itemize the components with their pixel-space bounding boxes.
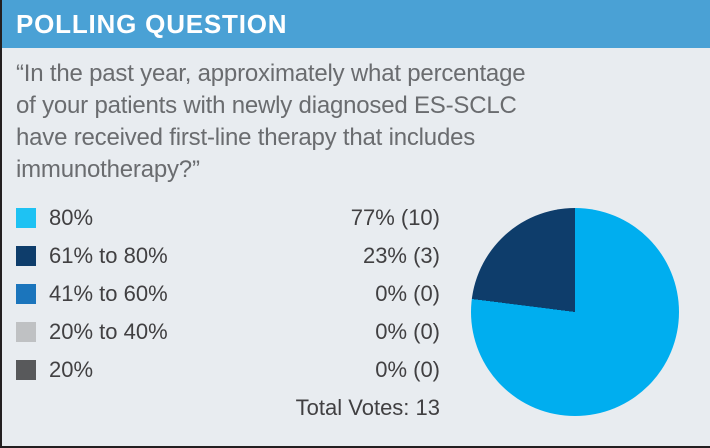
legend-swatch-80 xyxy=(16,208,36,228)
legend-label: 20% to 40% xyxy=(49,319,168,344)
legend-result: 23% (3) xyxy=(362,243,440,268)
legend-row: 61% to 80% 23% (3) xyxy=(16,237,440,275)
header-bar: POLLING QUESTION xyxy=(2,0,710,48)
legend-swatch-20 xyxy=(16,360,36,380)
legend-label: 41% to 60% xyxy=(49,281,168,306)
page-title: POLLING QUESTION xyxy=(16,8,288,39)
legend-row: 41% to 60% 0% (0) xyxy=(16,275,440,313)
pie-chart xyxy=(471,208,679,416)
legend-result: 77% (10) xyxy=(350,205,440,230)
legend-swatch-20-40 xyxy=(16,322,36,342)
total-votes-label: Total Votes: 13 xyxy=(295,395,440,420)
legend-swatch-61-80 xyxy=(16,246,36,266)
legend-result: 0% (0) xyxy=(375,319,440,344)
legend-row: 20% to 40% 0% (0) xyxy=(16,313,440,351)
legend-row: 80% 77% (10) xyxy=(16,199,440,237)
legend-label: 80% xyxy=(49,205,94,230)
poll-question-text: “In the past year, approximately what pe… xyxy=(16,60,526,183)
legend-row: 20% 0% (0) xyxy=(16,351,440,389)
legend-result: 0% (0) xyxy=(375,357,440,382)
legend-swatch-41-60 xyxy=(16,284,36,304)
legend-label: 20% xyxy=(49,357,94,382)
legend-result: 0% (0) xyxy=(375,281,440,306)
poll-legend: 80% 77% (10) 61% to 80% 23% (3) 41% to 6… xyxy=(16,199,440,427)
legend-label: 61% to 80% xyxy=(49,243,168,268)
